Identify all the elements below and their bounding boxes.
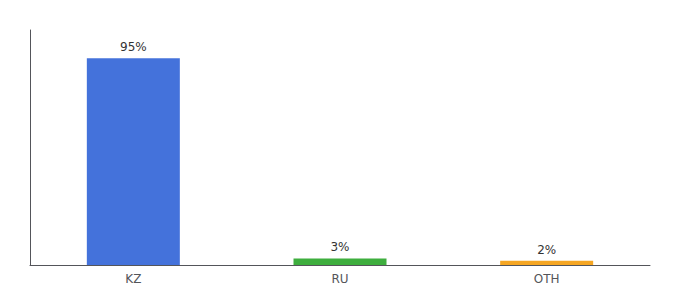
svg-text:KZ: KZ [125,272,141,286]
svg-text:95%: 95% [120,40,147,54]
svg-text:3%: 3% [330,240,349,254]
svg-text:OTH: OTH [534,272,560,286]
svg-text:RU: RU [331,272,348,286]
svg-text:2%: 2% [537,243,556,257]
